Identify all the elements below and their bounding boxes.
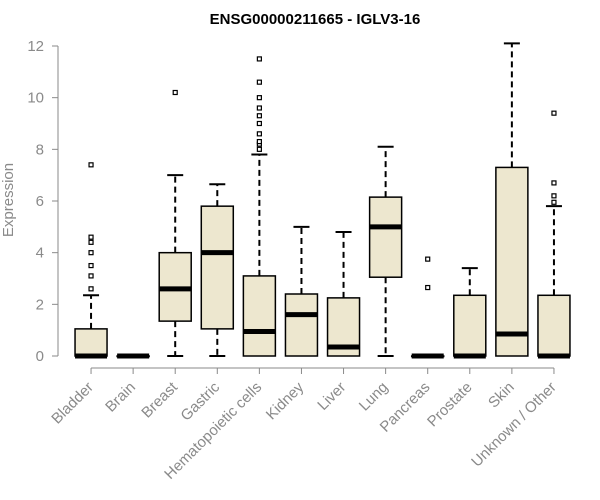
outlier-point bbox=[88, 239, 94, 245]
y-tick-label: 12 bbox=[27, 38, 44, 55]
box-body bbox=[368, 196, 403, 278]
box-breast bbox=[158, 89, 192, 357]
outlier-point bbox=[551, 110, 557, 116]
box-body bbox=[537, 294, 571, 357]
x-tick-label: Kidney bbox=[263, 378, 308, 423]
outlier-point bbox=[172, 89, 178, 96]
box-body bbox=[495, 166, 529, 357]
y-tick-label: 4 bbox=[36, 245, 44, 262]
outlier-point bbox=[88, 234, 94, 240]
outlier-point bbox=[256, 146, 262, 152]
y-axis: 0 2 4 6 8 10 12 bbox=[27, 38, 59, 365]
box-body bbox=[74, 328, 108, 357]
box-skin bbox=[495, 42, 529, 357]
box-body bbox=[453, 294, 487, 357]
x-tick-label: Breast bbox=[138, 378, 181, 421]
y-tick-label: 0 bbox=[36, 348, 44, 365]
outlier-point bbox=[256, 95, 262, 101]
x-tick-label: Skin bbox=[485, 379, 518, 412]
box-prostate bbox=[453, 267, 487, 359]
x-tick-label: Liver bbox=[314, 379, 349, 414]
outlier-point bbox=[256, 79, 262, 85]
y-tick-label: 2 bbox=[36, 296, 44, 313]
x-tick-label: Brain bbox=[102, 379, 139, 416]
box-kidney bbox=[284, 225, 319, 357]
outlier-point bbox=[88, 162, 94, 168]
outlier-point bbox=[88, 262, 94, 269]
box-body bbox=[242, 275, 277, 357]
outlier-point bbox=[551, 180, 557, 186]
outlier-point bbox=[256, 120, 262, 127]
outlier-point bbox=[256, 56, 262, 62]
outlier-point bbox=[551, 199, 557, 205]
outlier-point bbox=[425, 256, 431, 262]
outlier-point bbox=[551, 193, 557, 199]
outlier-point bbox=[256, 113, 262, 119]
plot-area bbox=[74, 42, 571, 359]
y-tick-label: 8 bbox=[36, 141, 44, 158]
box-bladder bbox=[74, 162, 108, 359]
y-axis-label: Expression bbox=[0, 163, 17, 237]
box-lung bbox=[368, 145, 403, 357]
box-brain bbox=[116, 353, 150, 359]
box-body bbox=[200, 205, 235, 330]
outlier-point bbox=[88, 250, 94, 256]
y-tick-label: 10 bbox=[27, 90, 44, 107]
outlier-point bbox=[256, 131, 262, 137]
box-gastric bbox=[200, 183, 235, 357]
y-tick-label: 6 bbox=[36, 193, 44, 210]
outlier-point bbox=[256, 105, 262, 111]
box-hematopoietic-cells bbox=[242, 56, 277, 357]
x-tick-label: Lung bbox=[356, 379, 392, 415]
outlier-point bbox=[88, 273, 94, 279]
outlier-point bbox=[88, 286, 94, 292]
chart-title: ENSG00000211665 - IGLV3-16 bbox=[210, 11, 421, 28]
outlier-point bbox=[256, 138, 262, 145]
x-tick-label: Bladder bbox=[48, 379, 97, 428]
x-tick-label: Prostate bbox=[424, 379, 476, 431]
box-liver bbox=[326, 231, 361, 357]
box-unknown-other bbox=[537, 110, 571, 359]
outlier-point bbox=[425, 284, 431, 291]
box-pancreas bbox=[410, 256, 445, 359]
box-body bbox=[284, 293, 319, 357]
